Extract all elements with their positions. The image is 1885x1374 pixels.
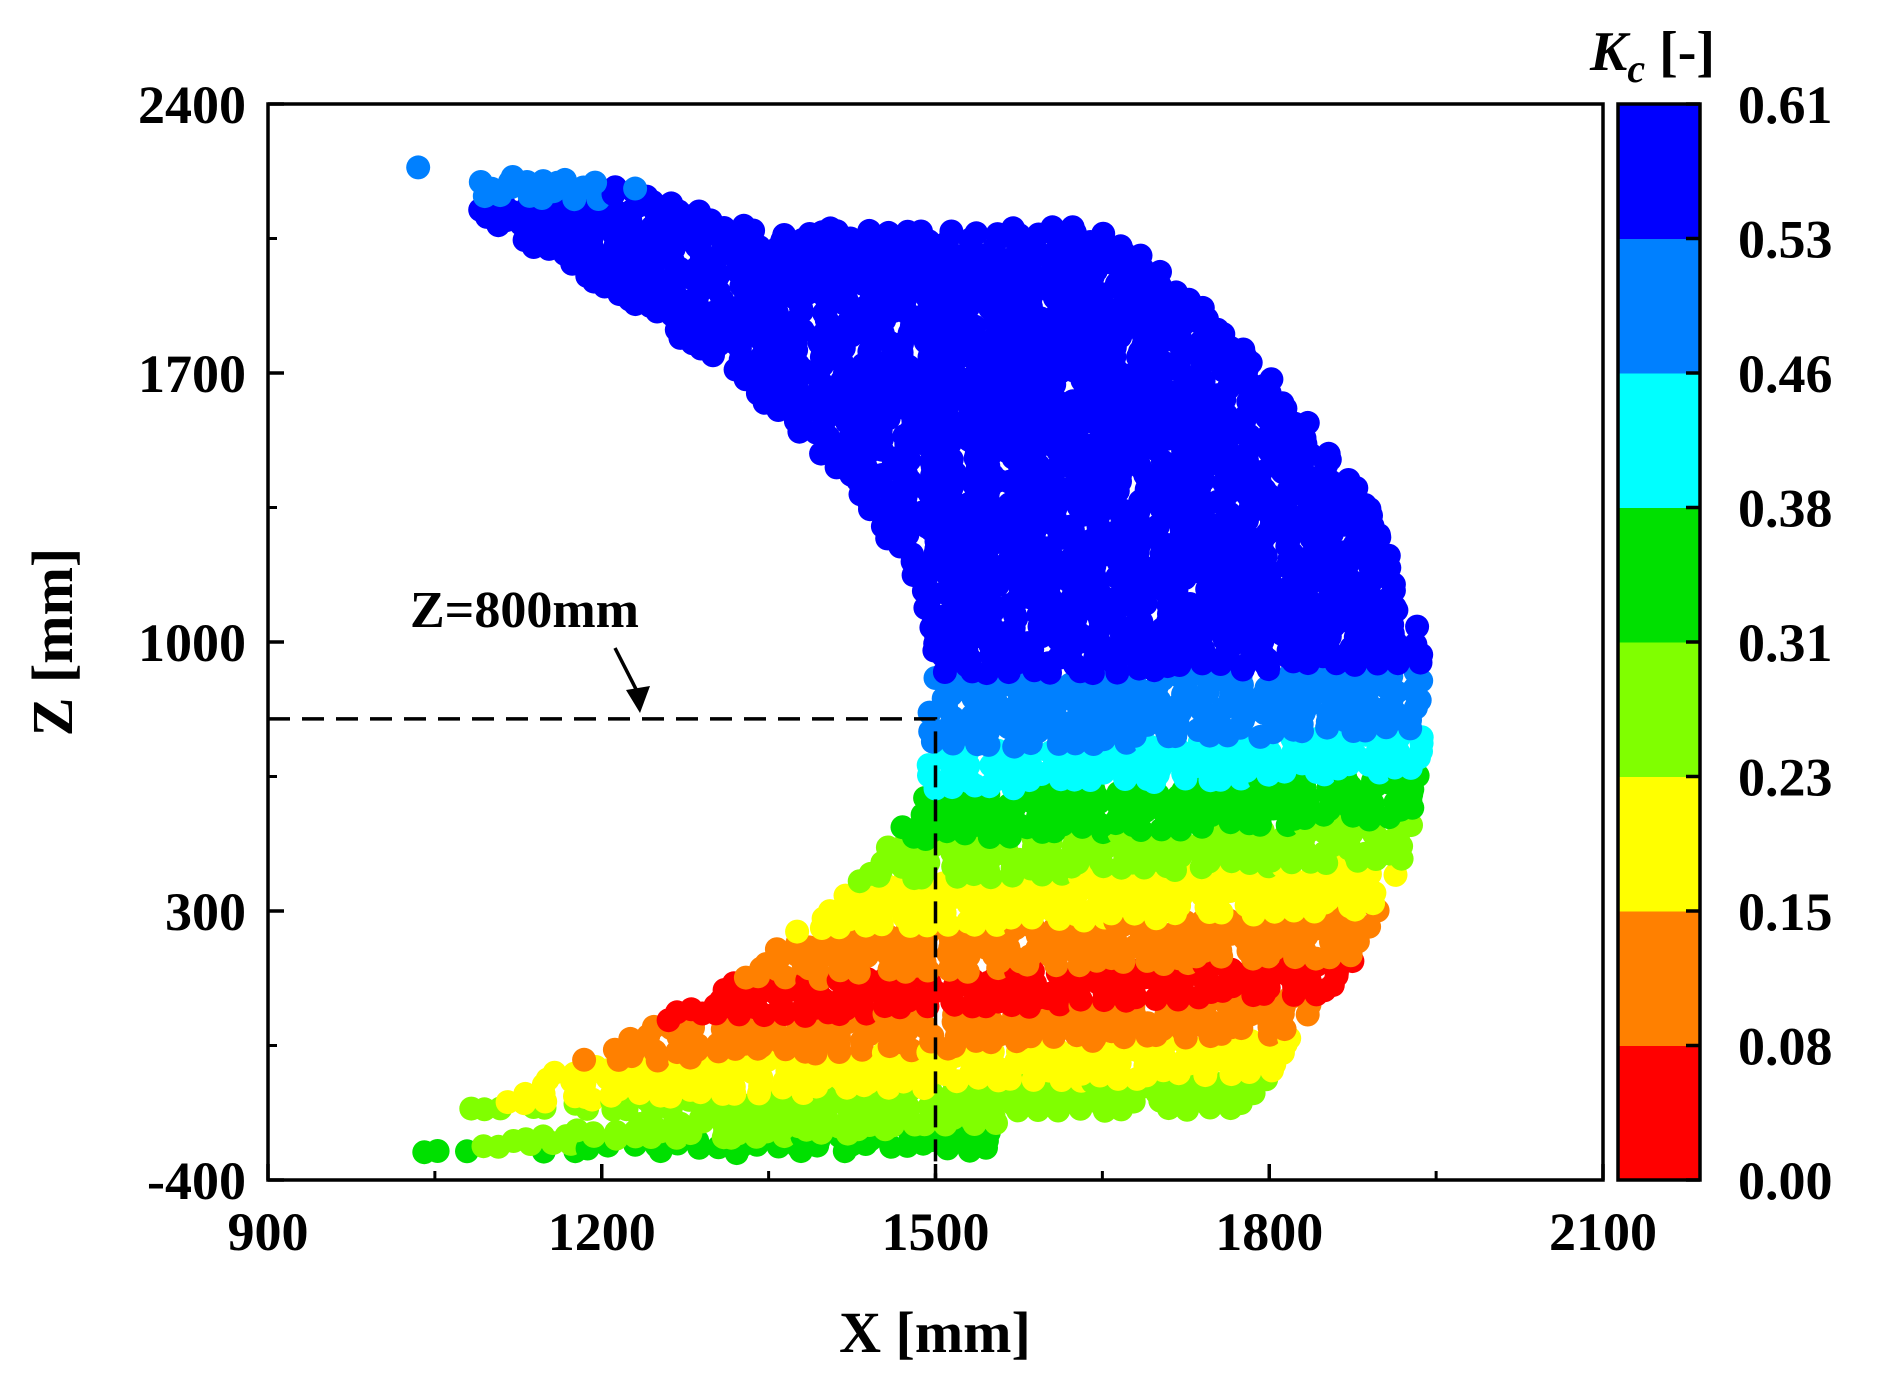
colorbar-title: Kc [-] <box>1589 21 1715 91</box>
scatter-point-2476 <box>1316 441 1341 466</box>
scatter-point-3343 <box>545 170 570 195</box>
colorbar-tick-label: 0.53 <box>1738 210 1833 270</box>
scatter-point-3335 <box>468 170 493 194</box>
y-tick-label: 1700 <box>138 344 246 404</box>
scatter-point-577 <box>679 997 704 1022</box>
colorbar-tick-label: 0.08 <box>1738 1017 1833 1077</box>
x-tick-label: 1800 <box>1215 1202 1323 1262</box>
scatter-point-1906 <box>1405 614 1430 639</box>
x-tick-label: 1500 <box>882 1202 990 1262</box>
y-axis-title: Z [mm] <box>20 548 85 736</box>
scatter-point-183 <box>513 1081 538 1106</box>
colorbar-title-unit: [-] <box>1645 21 1715 83</box>
scatter-point-3258 <box>876 220 901 245</box>
colorbar: 0.00 0.08 0.15 0.23 0.31 0.38 0.46 0.53 0.61 <box>1616 75 1833 1211</box>
scatter-point-3341 <box>406 155 431 180</box>
scatter-point-287 <box>542 1060 567 1085</box>
annotation-arrow <box>613 647 650 713</box>
scatter-point-37 <box>531 1124 556 1149</box>
colorbar-segment <box>1618 1045 1700 1181</box>
scatter-point-3260 <box>909 219 933 244</box>
scatter-point-2828 <box>1231 337 1256 362</box>
scatter-point-3261 <box>939 219 964 244</box>
scatter-point-3342 <box>500 165 525 190</box>
scatter-point-3282 <box>1001 216 1026 241</box>
y-tick-label: 2400 <box>138 75 246 135</box>
colorbar-title-subscript: c <box>1627 46 1645 91</box>
x-tick-label: 1200 <box>548 1202 656 1262</box>
y-tick-label: -400 <box>147 1151 246 1211</box>
scatter-point-3283 <box>1040 215 1065 240</box>
colorbar-segment <box>1618 507 1700 643</box>
colorbar-title-symbol: K <box>1589 21 1631 83</box>
x-tick-label: 2100 <box>1549 1202 1657 1262</box>
x-axis: 900 1200 1500 1800 2100 <box>228 1164 1657 1262</box>
scatter-point-2574 <box>1295 410 1320 435</box>
scatter-point-1859 <box>1403 632 1428 657</box>
colorbar-segment <box>1618 642 1700 777</box>
colorbar-segment <box>1618 373 1700 508</box>
scatter-point-3268 <box>1091 221 1116 246</box>
scatter-point-3284 <box>1060 215 1085 240</box>
x-tick-label: 900 <box>228 1202 309 1262</box>
scatter-layer <box>406 155 1434 1166</box>
colorbar-tick-label: 0.38 <box>1738 479 1833 539</box>
colorbar-tick-label: 0.61 <box>1738 75 1833 135</box>
scatter-point-3333 <box>603 175 628 200</box>
x-axis-title: X [mm] <box>839 1300 1031 1365</box>
scatter-point-3212 <box>1108 234 1133 259</box>
scatter-point-3127 <box>1148 259 1172 284</box>
colorbar-tick-label: 0.23 <box>1738 748 1833 808</box>
scatter-point-3307 <box>687 199 711 224</box>
scatter-point-2379 <box>1336 468 1361 492</box>
scatter-point-3257 <box>857 218 882 243</box>
colorbar-segment <box>1618 238 1700 374</box>
z800-dashed-line <box>268 717 938 1180</box>
scatter-point-3281 <box>818 216 843 241</box>
scatter-point-3280 <box>731 213 756 238</box>
scatter-point-1246 <box>890 815 915 840</box>
colorbar-tick-label: 0.31 <box>1738 613 1833 673</box>
scatter-point-864 <box>785 919 810 944</box>
colorbar-segment <box>1618 911 1700 1046</box>
colorbar-segment <box>1618 776 1700 912</box>
y-tick-label: 1000 <box>138 613 246 673</box>
scatter-point-3344 <box>623 176 648 201</box>
colorbar-tick-label: 0.15 <box>1738 882 1833 942</box>
colorbar-tick-label: 0.00 <box>1738 1151 1833 1211</box>
y-axis: -400 300 1000 1700 2400 <box>138 75 284 1211</box>
scatter-point-2725 <box>1259 367 1284 392</box>
colorbar-tick-label: 0.46 <box>1738 344 1833 404</box>
scatter-point-3262 <box>964 221 989 246</box>
scatter-point-355 <box>572 1047 597 1072</box>
scatter-point-61 <box>604 1120 629 1144</box>
scatter-point-809 <box>764 937 789 962</box>
scatter-point-60 <box>581 1121 606 1146</box>
scatter-point-1 <box>425 1139 450 1163</box>
scatter-point-453 <box>618 1026 643 1051</box>
z800-annotation-label: Z=800mm <box>410 582 639 639</box>
scatter-point-3340 <box>583 170 608 195</box>
scatter-point-3317 <box>659 191 684 216</box>
scatter-point-3183 <box>1128 243 1153 268</box>
colorbar-segment <box>1618 104 1700 239</box>
y-tick-label: 300 <box>165 882 246 942</box>
scatter-point-3253 <box>772 223 797 247</box>
